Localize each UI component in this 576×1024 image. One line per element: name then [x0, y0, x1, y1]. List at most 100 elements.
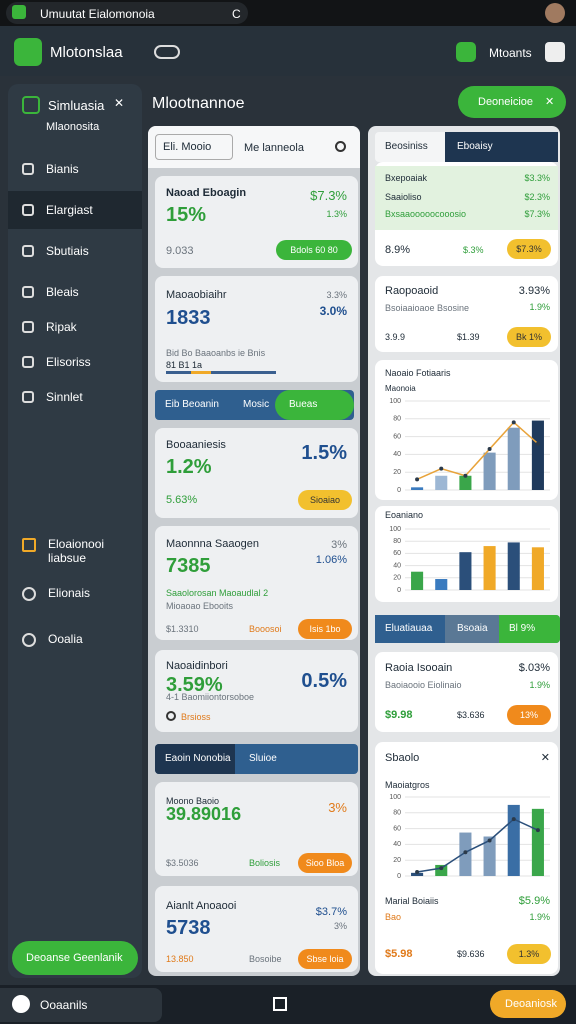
sidebar-button-bg[interactable] [12, 941, 138, 975]
table-highlight [375, 166, 558, 230]
tab[interactable]: Bsoaia [457, 623, 488, 634]
tab-active[interactable]: Eaoin Nonobia [155, 744, 235, 774]
line-point [535, 441, 540, 446]
chart-title: Sbaolo [385, 752, 420, 764]
y-tick-label: 80 [393, 538, 401, 545]
search-input[interactable]: Me lanneola [244, 142, 304, 154]
card-sub: 3% [333, 921, 347, 931]
table-cell: Bxsaaooooocooosio [385, 209, 467, 219]
card-sub: 1.06% [315, 554, 347, 566]
sidebar-button[interactable]: Deoanse Geenlanik [26, 952, 123, 964]
nav-item[interactable]: Sbutiais [46, 244, 89, 258]
card-footer: Brsioss [181, 712, 211, 722]
close-button[interactable] [545, 42, 565, 62]
tab[interactable]: Beosiniss [385, 141, 428, 152]
line-point [463, 473, 468, 478]
card-button[interactable]: Isis 1bo [298, 619, 352, 639]
card-note: Bao [385, 912, 402, 922]
app-logo [14, 38, 42, 66]
status-pill [6, 2, 248, 24]
card-footer: $5.98 [385, 948, 413, 960]
chart-card: Sbaolo ✕ Maoiatgros 0 20 40 60 80 100 Marial … [375, 742, 558, 974]
tab[interactable]: Bl 9% [499, 615, 560, 643]
bar [531, 547, 544, 590]
action-button[interactable]: Deoneicioe [478, 96, 534, 108]
chart-close[interactable]: ✕ [540, 752, 550, 764]
card-button[interactable]: Sbse loia [298, 949, 352, 969]
tab-active[interactable]: Eluatiauaa [375, 615, 445, 643]
app-icon[interactable] [456, 42, 476, 62]
nav-item[interactable]: Elisoriss [46, 355, 91, 369]
card-sub: 1.9% [529, 680, 550, 690]
card: Booaaniesis 1.2% 1.5% 5.63% Sioaiao [155, 428, 358, 518]
bar [459, 552, 472, 590]
nav-home[interactable] [273, 997, 287, 1011]
toggle[interactable] [154, 45, 180, 59]
card-button[interactable]: Bdols 60 80 [276, 240, 352, 260]
nav-item[interactable]: Elargiast [46, 203, 93, 217]
card-title: Naoaidinbori [166, 660, 228, 672]
chart-title: Naoaio Fotiaaris [385, 368, 451, 378]
action-button-bg[interactable] [458, 86, 566, 118]
tab[interactable]: Eib Beoanin [165, 399, 219, 410]
card-button[interactable]: 1.3% [507, 944, 551, 964]
nav-item[interactable]: Bianis [46, 162, 79, 176]
avatar[interactable] [545, 3, 565, 23]
nav-item: Elionais [48, 586, 91, 600]
card-change: 3.3% [326, 290, 347, 300]
card-footer: $9.636 [457, 949, 485, 959]
search-icon[interactable] [335, 141, 346, 152]
bottom-label[interactable]: Ooaanils [40, 998, 88, 1012]
nav-icon [22, 538, 36, 552]
y-tick-label: 40 [393, 451, 401, 458]
app-title[interactable]: Mlotonslaa [50, 44, 123, 61]
card-button[interactable]: 13% [507, 705, 551, 725]
card-title: Raoia Isooain [385, 662, 453, 674]
card-progress-label: 81 B1 1a [166, 360, 203, 370]
nav-icon [22, 204, 34, 216]
nav-item[interactable]: Ripak [46, 320, 77, 334]
tab[interactable]: Mosic [243, 399, 270, 410]
sidebar-close[interactable]: ✕ [114, 96, 125, 110]
table-card: 8.9% $.3% $7.3% Bxepoaiak $3.3% Saaioliso $… [375, 162, 558, 266]
card: Aianlt Anoaooi 5738 $3.7% 3% 13.850 Boso… [155, 886, 358, 972]
card-button[interactable]: Sioo Bloa [298, 853, 352, 873]
card-note: Bsoiaaioaoe Bsosine [385, 303, 470, 313]
chart-title: Eoaniano [385, 510, 424, 520]
y-tick-label: 100 [389, 794, 401, 801]
y-tick-label: 100 [389, 398, 401, 405]
tab[interactable]: Sluioe [249, 753, 277, 764]
card: Maoaobiaihr 1833 3.3% 3.0% Bid Bo Baaoan… [155, 276, 358, 382]
action-close[interactable]: ✕ [545, 96, 555, 108]
card-value: 3.59% [166, 674, 223, 696]
card-footer: $3.636 [457, 710, 485, 720]
card-title: Maonnna Saaogen [166, 538, 259, 550]
line-point [439, 466, 444, 471]
filter-dropdown[interactable]: Eli. Mooio [155, 134, 233, 160]
card-note: 4-1 Baomiiontorsoboe [166, 692, 255, 702]
card-footer: $1.3310 [166, 624, 199, 634]
card-value: $5.9% [518, 895, 550, 907]
nav-icon [22, 587, 36, 601]
bar [435, 864, 448, 876]
line-point [511, 817, 516, 822]
card: Naoaidinbori 3.59% 0.5% 4-1 Baomiiontors… [155, 650, 358, 732]
table-button[interactable]: $7.3% [507, 239, 551, 259]
bar [411, 571, 424, 590]
y-tick-label: 0 [397, 487, 401, 494]
card-value: 5738 [166, 917, 211, 939]
table-cell: Saaioliso [385, 192, 422, 202]
card-button[interactable]: Sioaiao [298, 490, 352, 510]
nav-item[interactable]: Sinnlet [46, 390, 83, 404]
bottom-button[interactable]: Deoaniosk [505, 998, 557, 1010]
bottom-button-bg[interactable] [490, 990, 566, 1018]
line-point [487, 838, 492, 843]
line-point [415, 477, 420, 482]
nav-item[interactable]: Bleais [46, 285, 79, 299]
account-label[interactable]: Mtoants [489, 46, 532, 60]
card-button[interactable]: Bk 1% [507, 327, 551, 347]
tab-active[interactable]: Bueas [275, 390, 354, 420]
tab-active[interactable]: Eboaisy [445, 132, 558, 162]
